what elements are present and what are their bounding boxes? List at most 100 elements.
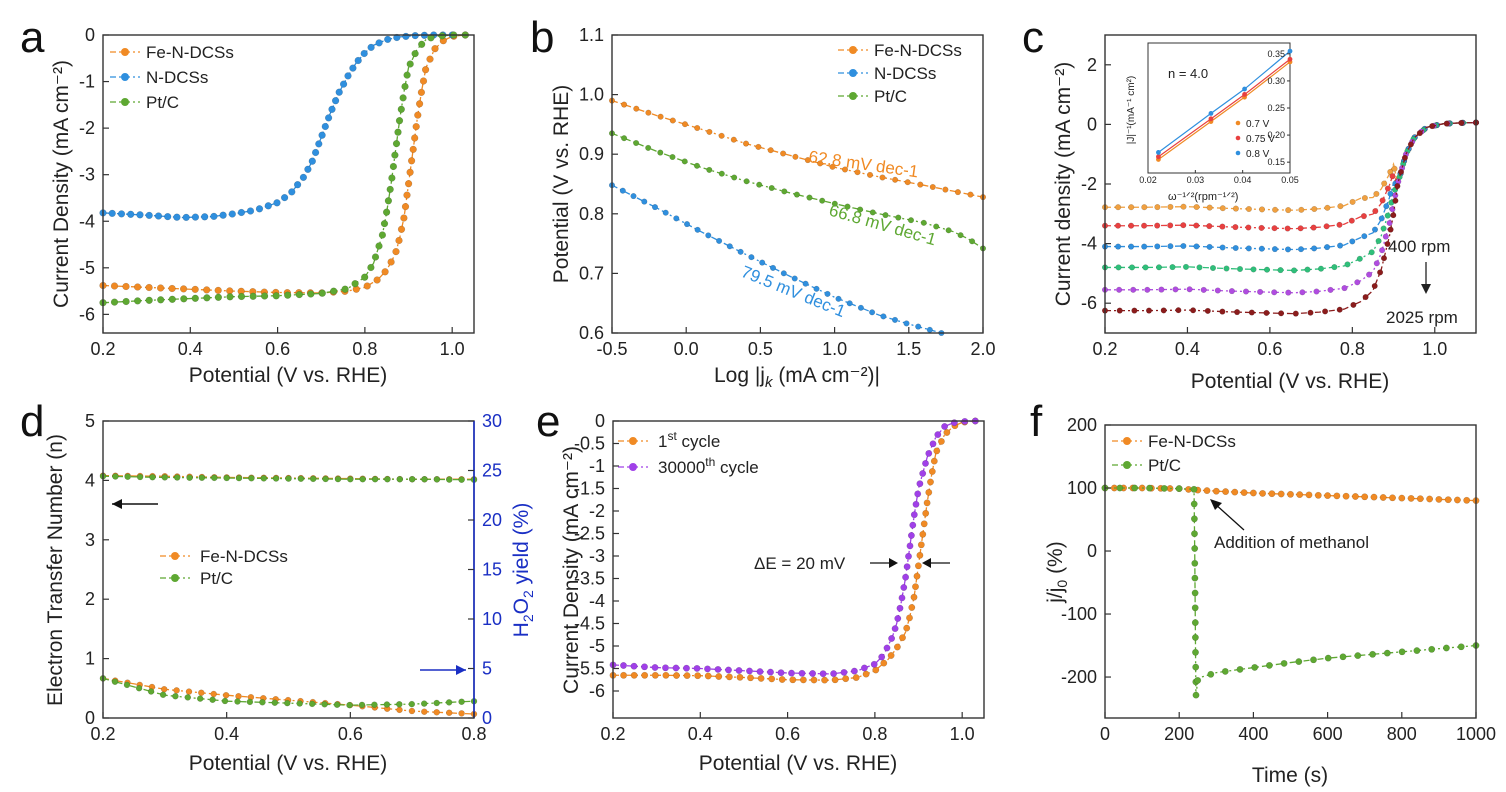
left-axis-arrow-head <box>112 499 122 509</box>
x-tick-label: 0.2 <box>1092 339 1117 359</box>
panel-f-y-label-tail: (%) <box>1044 541 1067 580</box>
panel-d-left-pt-point <box>211 474 218 482</box>
panel-a-pt-point <box>382 208 391 216</box>
panel-f-pt-point <box>1146 484 1153 492</box>
panel-e-30000th-point <box>934 431 942 439</box>
panel-f-fe-point <box>1324 492 1332 500</box>
panel-b-pt-point <box>857 206 864 213</box>
panel-c-rpm-1-point <box>1232 224 1239 231</box>
panel-d-right-fe-line <box>102 677 475 715</box>
inset-legend-07: 0.7 V <box>1246 119 1270 130</box>
panel-a-n-point <box>304 165 312 173</box>
x-tick-label: 0.4 <box>1175 339 1200 359</box>
panel-a-axes-frame <box>102 34 475 334</box>
panel-b-pt-point <box>957 232 964 239</box>
panel-a-n-point <box>402 32 410 41</box>
panel-e-30000th-point <box>788 669 795 677</box>
panel-c-rpm-5-point <box>1234 309 1241 316</box>
y-tick-label: 20 <box>482 510 502 530</box>
panel-e-1st-point <box>842 675 850 683</box>
panel-a-n-point <box>145 211 153 220</box>
inset-y-tick-label: 0.25 <box>1267 103 1285 113</box>
panel-a-fe-point <box>409 145 417 154</box>
panel-d-right-pt-point <box>234 698 241 705</box>
panel-f-fe-point <box>1407 494 1415 502</box>
inset-point <box>1242 92 1247 97</box>
panel-b-pt-point <box>681 158 688 165</box>
panel-c-rpm-0-point <box>1154 204 1161 211</box>
panel-c-rpm-5-line <box>1105 121 1477 315</box>
panel-f-pt-point <box>1383 649 1391 657</box>
y-tick-label: 5 <box>85 411 95 431</box>
x-tick-label: 1.5 <box>896 339 921 359</box>
panel-b-pt-point <box>806 194 813 201</box>
panel-e-30000th-point <box>830 670 838 678</box>
panel-f-x-label: Time (s) <box>1252 764 1328 787</box>
panel-c-rpm-5-point <box>1397 168 1405 175</box>
panel-c-rpm-2-point <box>1232 244 1239 252</box>
panel-b-fe-point <box>669 117 676 124</box>
panel-c-rpm-4-point <box>1373 260 1380 267</box>
panel-c-rpm-2-point <box>1324 244 1331 251</box>
panel-c-rpm-4-point <box>1285 289 1292 296</box>
panel-c-rpm-0-point <box>1180 203 1187 210</box>
panel-e-1st-point <box>789 676 797 684</box>
panel-c-rpm-0-point <box>1285 207 1292 214</box>
panel-e-1st-point <box>768 675 776 683</box>
panel-c-rpm-3-point <box>1128 264 1136 271</box>
panel-c-rpm-1-point <box>1180 222 1187 229</box>
panel-d-right-pt-point <box>433 699 440 707</box>
panel-d-left-pt-point <box>322 475 329 483</box>
panel-e-30000th-point <box>914 490 922 498</box>
panel-f-pt-point <box>1194 676 1202 684</box>
y-tick-label: -2.5 <box>574 524 605 544</box>
panel-d-right-pt-point <box>135 684 143 692</box>
inset-fit-line <box>1158 58 1291 158</box>
panel-b-n-point <box>926 326 933 333</box>
panel-a-fe-point <box>395 236 403 245</box>
panel-c-rpm-2-point <box>1219 244 1226 251</box>
inset-point <box>1208 111 1214 116</box>
panel-b-fe-point <box>792 153 799 160</box>
panel-e-30000th-point <box>735 667 743 674</box>
y-tick-label: -6 <box>79 304 95 324</box>
inset-y-tick-label: 0.30 <box>1267 76 1285 86</box>
panel-f-fe-point <box>1268 490 1276 498</box>
methanol-arrow <box>1213 502 1245 531</box>
panel-d-right-pt-point <box>111 678 119 685</box>
panel-a-n-point <box>117 210 126 218</box>
panel-c-rpm-3-point <box>1331 264 1338 271</box>
panel-b-pt-point <box>731 174 738 181</box>
legend-fe-n-dcss: Fe-N-DCSs <box>200 547 288 566</box>
panel-a-x-label: Potential (V vs. RHE) <box>189 364 387 387</box>
panel-e-30000th-line <box>612 420 976 675</box>
panel-b-fe-point <box>767 147 774 154</box>
panel-e-1st-point <box>852 674 860 682</box>
panel-c-rpm-5-point <box>1307 309 1314 316</box>
inset-n-label: n = 4.0 <box>1168 66 1208 81</box>
panel-b-fe-point <box>621 101 628 108</box>
panel-a-n-point <box>335 88 343 96</box>
panel-b-fe-point <box>755 143 762 150</box>
legend-marker-1st <box>629 437 637 445</box>
panel-c-rpm-3-point <box>1182 263 1190 270</box>
panel-e-30000th-point <box>746 667 753 675</box>
panel-c-rpm-2-point <box>1378 215 1385 222</box>
panel-b-pt-point <box>693 162 701 169</box>
panel-d-right-fe-point <box>185 688 193 695</box>
panel-e-30000th-point <box>902 573 910 581</box>
panel-b-x-label-main: Log |j <box>714 364 765 387</box>
y-tick-label: 0 <box>1087 114 1097 134</box>
panel-c-rpm-4-point <box>1327 286 1334 293</box>
panel-d-right-pt-point <box>321 701 328 708</box>
panel-a-pt-point <box>380 219 389 228</box>
panel-f-pt-point <box>1295 658 1303 666</box>
panel-c-rpm-0-point <box>1324 204 1331 211</box>
panel-a-fe-point <box>179 285 188 293</box>
panel-b-pt-point <box>645 144 652 151</box>
x-tick-label: 1.0 <box>822 339 847 359</box>
panel-b-fe-point <box>694 124 701 132</box>
panel-c-rpm-3-point <box>1155 264 1163 271</box>
panel-f-pt-point <box>1398 648 1406 656</box>
panel-b-n-point <box>903 320 910 327</box>
